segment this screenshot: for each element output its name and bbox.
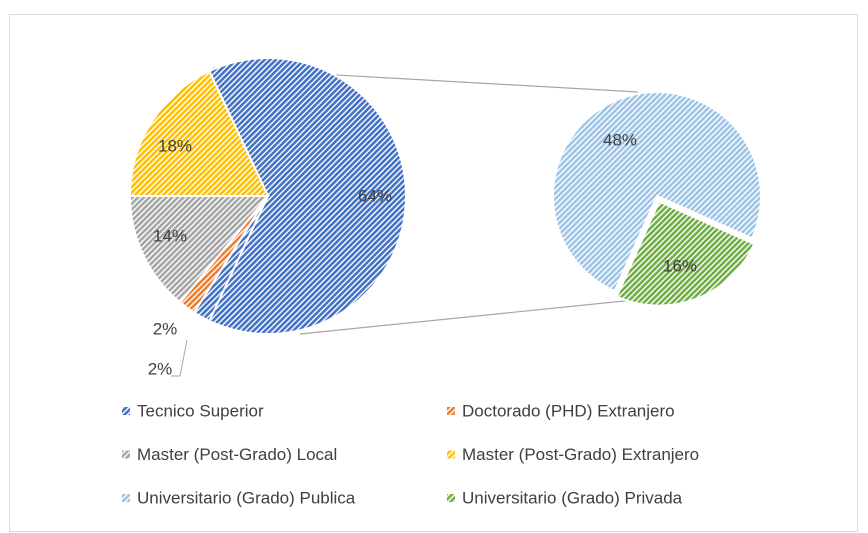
data-label: 16% — [663, 256, 697, 275]
legend-label: Universitario (Grado) Privada — [462, 488, 683, 507]
legend-marker — [447, 450, 455, 459]
legend-marker — [447, 407, 455, 415]
data-label: 48% — [603, 130, 637, 149]
data-label: 14% — [153, 226, 187, 245]
pie-slice — [552, 91, 762, 293]
leader-line — [171, 339, 188, 377]
data-label: 64% — [358, 186, 392, 205]
pie-slice — [128, 69, 270, 197]
data-label: 18% — [158, 136, 192, 155]
legend-label: Master (Post-Grado) Extranjero — [462, 445, 699, 464]
legend-label: Master (Post-Grado) Local — [137, 445, 337, 464]
legend-label: Universitario (Grado) Publica — [137, 488, 356, 507]
legend-marker — [447, 494, 455, 502]
pie-slice — [128, 195, 271, 304]
data-label: 2% — [153, 319, 178, 338]
legend-marker — [122, 450, 130, 459]
legend-label: Tecnico Superior — [137, 401, 264, 420]
pie-slice — [207, 57, 407, 335]
data-label: 2% — [148, 359, 173, 378]
legend-marker — [122, 407, 130, 415]
legend-label: Doctorado (PHD) Extranjero — [462, 401, 675, 420]
connector-line — [299, 299, 635, 335]
legend-marker — [122, 494, 130, 502]
pie-slice — [615, 200, 756, 307]
